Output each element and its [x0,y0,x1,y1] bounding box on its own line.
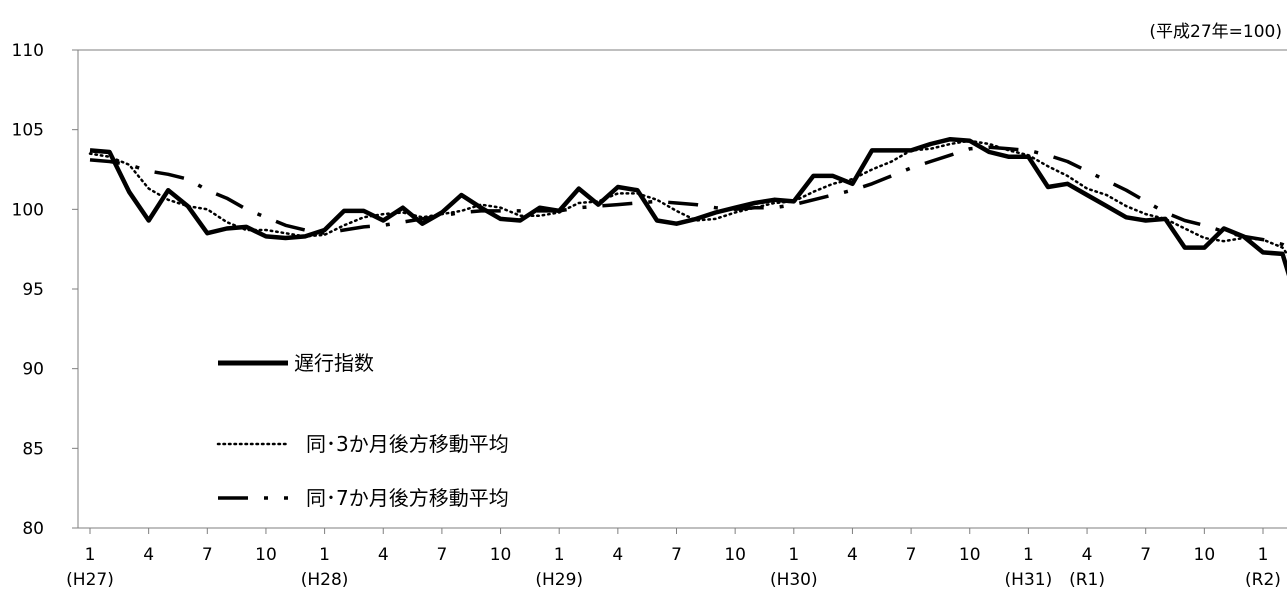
series-7-month-average-line [89,145,1287,249]
x-tick-label-era: (H27) [66,570,114,590]
y-axis: 80 85 90 95 100 105 110 [12,41,79,539]
legend-label-3-month-average: 同･3か月後方移動平均 [306,432,509,456]
x-tick-label-month: 7 [202,545,213,565]
x-tick-label-era: (H31) [1005,570,1053,590]
x-tick-label-month: 1 [788,545,799,565]
series-lagging-index-line [89,136,1287,277]
x-tick-label-month: 7 [671,545,682,565]
x-tick-label-era: (H28) [301,570,349,590]
x-tick-label-era: (H30) [770,570,818,590]
x-tick-label-month: 1 [554,545,565,565]
legend: 遅行指数 同･3か月後方移動平均 同･7か月後方移動平均 [216,351,509,510]
x-tick-label-month: 4 [1082,545,1093,565]
x-axis: 1 (H27) 4 7 10 1 (H28) 4 7 10 1 (H29) 4 7 10 1 (H30) 4 7 10… [66,527,1287,590]
unit-note: (平成27年=100) [1149,22,1282,42]
x-tick-label-era: (R1) [1069,570,1105,590]
legend-label-lagging-index: 遅行指数 [294,351,374,375]
series-3-month-average-line [88,139,1287,256]
x-tick-label-month: 1 [85,545,96,565]
y-tick-label: 85 [22,439,44,459]
x-tick-label-month: 4 [847,545,858,565]
x-tick-label-month: 7 [436,545,447,565]
x-tick-label-month: 4 [143,545,154,565]
x-tick-label-month: 4 [378,545,389,565]
x-tick-label-month: 1 [1023,545,1034,565]
x-tick-label-month: 10 [959,545,981,565]
y-tick-label: 95 [22,280,44,300]
x-tick-label-era: (R2) [1245,570,1281,590]
x-tick-label-month: 1 [1258,545,1269,565]
x-tick-label-month: 10 [490,545,512,565]
x-tick-label-month: 7 [1140,545,1151,565]
x-tick-label-month: 7 [906,545,917,565]
x-tick-label-month: 10 [1194,545,1216,565]
y-tick-label: 105 [12,121,44,141]
legend-label-7-month-average: 同･7か月後方移動平均 [306,486,509,510]
y-tick-label: 80 [22,519,44,539]
x-tick-label-month: 1 [319,545,330,565]
x-tick-label-month: 10 [255,545,277,565]
y-tick-label: 110 [12,41,44,61]
x-tick-label-month: 4 [612,545,623,565]
series-group [88,136,1287,277]
x-tick-label-era: (H29) [535,570,583,590]
y-tick-label: 100 [12,200,44,220]
y-tick-label: 90 [22,360,44,380]
x-tick-label-month: 10 [724,545,746,565]
